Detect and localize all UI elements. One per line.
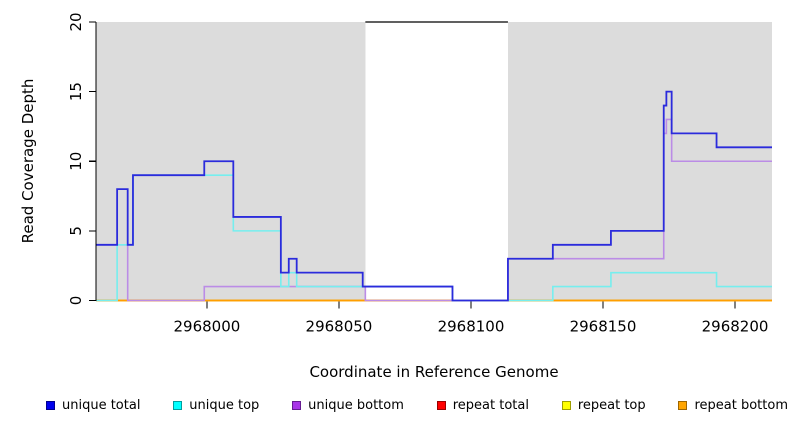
legend-item-unique-bottom: unique bottom: [292, 398, 404, 413]
legend: unique total unique top unique bottom repea…: [46, 396, 788, 414]
legend-swatch-icon: [46, 400, 55, 410]
legend-item-repeat-total: repeat total: [436, 397, 529, 413]
legend-item-unique-total: unique total: [46, 398, 140, 413]
y-tick-label: 10: [67, 152, 85, 171]
legend-label: unique bottom: [308, 397, 404, 413]
x-tick-label: 2968050: [306, 318, 373, 336]
shaded-regions-layer: [96, 22, 772, 301]
legend-swatch-icon: [678, 400, 688, 410]
y-tick-label: 15: [67, 82, 85, 101]
legend-label: unique total: [62, 397, 141, 413]
legend-label: repeat total: [452, 397, 529, 413]
axes-layer: 0 5 10 15 20 2968000 2968050 2968100 2968150 2968…: [67, 12, 768, 335]
y-axis-title: Read Coverage Depth: [19, 79, 37, 244]
legend-label: repeat bottom: [694, 397, 788, 413]
legend-swatch-icon: [561, 400, 571, 410]
x-tick-label: 2968200: [702, 318, 769, 336]
legend-item-repeat-top: repeat top: [561, 397, 646, 413]
legend-swatch-icon: [173, 400, 183, 410]
legend-item-repeat-bottom: repeat bottom: [678, 398, 788, 413]
series-line-unique-total: [96, 90, 772, 302]
legend-item-unique-top: unique top: [173, 398, 259, 413]
y-tick-label: 0: [67, 296, 85, 306]
legend-label: unique top: [189, 397, 260, 413]
legend-swatch-icon: [292, 400, 302, 410]
y-tick-label: 20: [67, 12, 85, 31]
x-tick-label: 2968000: [174, 318, 241, 336]
y-tick-label: 5: [67, 226, 85, 236]
x-tick-label: 2968100: [438, 318, 505, 336]
x-tick-label: 2968150: [570, 318, 637, 336]
legend-swatch-icon: [436, 400, 446, 410]
coverage-series-layer: [96, 90, 772, 302]
x-axis-title: Coordinate in Reference Genome: [309, 363, 558, 381]
legend-label: repeat top: [577, 397, 646, 413]
